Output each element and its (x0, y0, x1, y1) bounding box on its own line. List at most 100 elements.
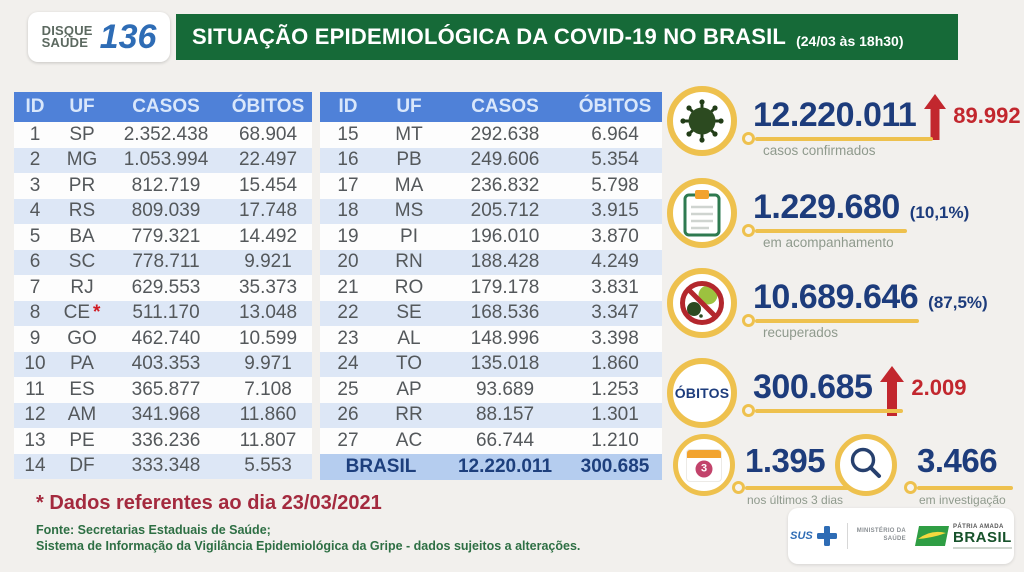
cell-obitos: 9.971 (244, 353, 292, 375)
cell-obitos: 6.964 (591, 123, 639, 145)
table-row: 25 AP 93.689 1.253 (320, 377, 662, 403)
table-row: 13 PE 336.236 11.807 (14, 428, 312, 454)
monitoring-label: em acompanhamento (763, 235, 894, 250)
cell-obitos: 5.553 (244, 455, 292, 477)
cell-id: 10 (24, 353, 46, 375)
up-arrow-icon (880, 366, 905, 421)
gold-underline (742, 404, 903, 417)
cell-obitos: 7.108 (244, 378, 292, 400)
cell-uf: RS (68, 200, 96, 222)
cell-id: 24 (337, 353, 359, 375)
cell-casos: 1.053.994 (123, 149, 209, 171)
disque-saude-logo: DISQUE SAÚDE 136 (28, 12, 170, 62)
table-row: 24 TO 135.018 1.860 (320, 351, 662, 377)
cell-id: 25 (337, 378, 359, 400)
table-row: 20 RN 188.428 4.249 (320, 249, 662, 275)
data-reference-note: * Dados referentes ao dia 23/03/2021 (36, 492, 382, 514)
recovered-label: recuperados (763, 325, 839, 340)
deaths-delta: 2.009 (911, 375, 967, 400)
cell-casos: 336.236 (131, 429, 201, 451)
recovered-value: 10.689.646 (753, 278, 919, 316)
clipboard-icon (667, 178, 737, 248)
cell-uf: AM (67, 404, 97, 426)
cell-casos: 778.711 (132, 251, 200, 273)
cell-uf: MS (394, 200, 424, 222)
table-row: 3 PR 812.719 15.454 (14, 173, 312, 199)
gold-underline (742, 224, 907, 237)
col-id: ID (25, 96, 45, 117)
under-investigation-label: em investigação (919, 493, 1006, 507)
table-row: 6 SC 778.711 9.921 (14, 249, 312, 275)
cell-obitos: 3.915 (591, 200, 639, 222)
page-title: SITUAÇÃO EPIDEMIOLÓGICA DA COVID-19 NO B… (192, 24, 787, 49)
cell-id: 1 (29, 123, 41, 145)
cell-uf: AC (395, 429, 423, 451)
no-virus-icon (667, 268, 737, 338)
cell-casos: 779.321 (131, 225, 201, 247)
source-line-2: Sistema de Informação da Vigilância Epid… (36, 539, 581, 553)
up-arrow-icon (924, 94, 947, 145)
sus-logo: SUS (790, 525, 838, 547)
report-datetime: (24/03 às 18h30) (796, 32, 904, 49)
confirmed-cases-delta: 89.992 (953, 103, 1021, 128)
deaths-line: 300.685 2.009 (753, 366, 967, 421)
cell-uf: MG (66, 149, 98, 171)
cell-obitos: 1.253 (591, 378, 639, 400)
brasil-total-row: BRASIL 12.220.011 300.685 (320, 453, 662, 480)
cell-casos: 93.689 (475, 378, 535, 400)
table-row: 27 AC 66.744 1.210 (320, 428, 662, 454)
recovered-percent: (87,5%) (928, 293, 988, 312)
col-obitos: ÓBITOS (231, 96, 305, 117)
cell-uf: SC (68, 251, 96, 273)
cell-uf: ES (69, 378, 95, 400)
cell-casos: 88.157 (475, 404, 535, 426)
table-row: 10 PA 403.353 9.971 (14, 351, 312, 377)
cell-uf: MA (394, 174, 424, 196)
cell-uf: PE (69, 429, 95, 451)
cell-obitos: 11.807 (239, 429, 297, 451)
table-header: ID UF CASOS ÓBITOS (14, 92, 312, 122)
cell-obitos: 14.492 (238, 225, 298, 247)
col-obitos: ÓBITOS (578, 96, 652, 117)
table-row: 17 MA 236.832 5.798 (320, 173, 662, 199)
table-row: 16 PB 249.606 5.354 (320, 147, 662, 173)
stat-casos-confirmados: 12.220.011 89.992 casos confirmados (665, 86, 1024, 176)
cell-id: 27 (337, 429, 359, 451)
cell-uf: RN (395, 251, 423, 273)
table-row: 14 DF 333.348 5.553 (14, 453, 312, 479)
confirmed-cases-line: 12.220.011 89.992 (753, 94, 1021, 145)
cell-obitos: 5.354 (591, 149, 639, 171)
total-obitos: 300.685 (580, 455, 650, 477)
virus-icon (667, 86, 737, 156)
cell-id: 14 (24, 455, 46, 477)
total-label: BRASIL (345, 455, 417, 477)
cell-uf: AP (396, 378, 422, 400)
table-row: 4 RS 809.039 17.748 (14, 198, 312, 224)
calendar-icon: 3 (673, 434, 735, 496)
cell-casos: 511.170 (132, 302, 200, 324)
confirmed-cases-value: 12.220.011 (753, 96, 917, 134)
logo-divider (846, 523, 848, 549)
mini-stats-row: 3 1.395 nos últimos 3 dias 3.466 em inve… (665, 434, 1024, 514)
table-body: 1 SP 2.352.438 68.904 2 MG 1.053.994 22.497 3 PR 8… (14, 122, 312, 479)
monitoring-line: 1.229.680 (10,1%) (753, 190, 969, 224)
cell-obitos: 68.904 (238, 123, 298, 145)
cell-id: 5 (29, 225, 41, 247)
cell-casos: 292.638 (470, 123, 540, 145)
cell-uf: BA (69, 225, 95, 247)
cell-obitos: 35.373 (238, 276, 298, 298)
cell-id: 18 (337, 200, 359, 222)
cell-casos: 333.348 (131, 455, 201, 477)
cell-uf: PR (68, 174, 96, 196)
cell-obitos: 10.599 (238, 327, 298, 349)
under-investigation-value: 3.466 (917, 442, 998, 479)
table-row: 11 ES 365.877 7.108 (14, 377, 312, 403)
cell-obitos: 1.860 (591, 353, 639, 375)
obitos-badge-label: ÓBITOS (674, 385, 730, 401)
recovered-line: 10.689.646 (87,5%) (753, 280, 988, 314)
cell-id: 8 (29, 302, 41, 324)
table-row: 19 PI 196.010 3.870 (320, 224, 662, 250)
cell-id: 13 (24, 429, 46, 451)
col-casos: CASOS (471, 96, 539, 117)
cell-uf: RJ (70, 276, 94, 298)
